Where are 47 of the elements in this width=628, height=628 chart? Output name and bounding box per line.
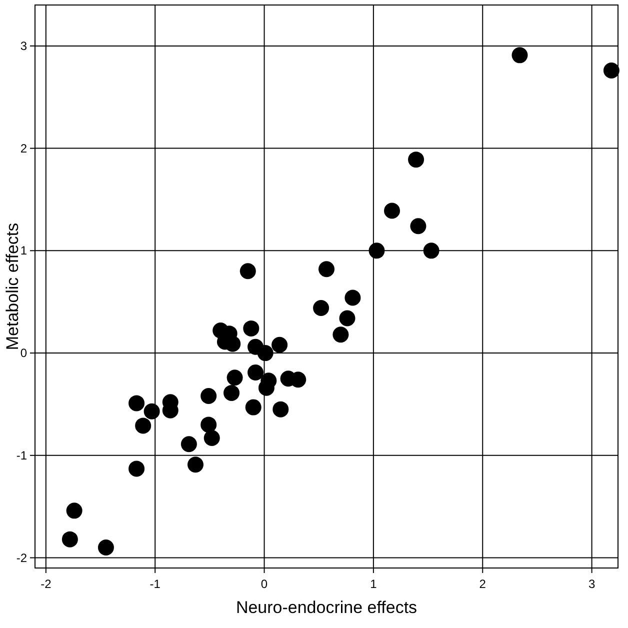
point: [248, 364, 264, 380]
point: [257, 345, 274, 362]
x-tick-label: 2: [479, 577, 486, 591]
point: [339, 310, 356, 326]
point: [240, 263, 256, 280]
point: [313, 300, 330, 316]
point: [368, 242, 385, 259]
point: [384, 202, 400, 219]
y-tick-label: 3: [20, 38, 28, 53]
point: [272, 336, 288, 353]
point: [332, 326, 349, 343]
y-tick-label: -1: [16, 448, 28, 462]
point: [98, 540, 114, 556]
point: [200, 388, 217, 404]
point: [408, 152, 424, 168]
y-tick-label: 2: [20, 141, 28, 156]
point: [243, 320, 260, 336]
y-tick-label: 0: [20, 346, 28, 360]
point: [180, 436, 197, 452]
point: [272, 401, 289, 418]
point: [603, 62, 620, 79]
x-tick-label: -1: [150, 577, 161, 591]
y-tick-label: 1: [20, 244, 28, 258]
x-tick-label: 1: [370, 577, 378, 591]
point: [245, 399, 262, 416]
point: [423, 242, 440, 259]
point: [224, 384, 240, 401]
point: [200, 416, 217, 433]
point: [226, 370, 243, 386]
point: [144, 403, 160, 420]
point: [512, 47, 528, 64]
x-tick-label: 3: [588, 577, 596, 591]
point: [204, 430, 220, 446]
y-tick-label: -2: [16, 550, 28, 565]
point: [128, 460, 145, 477]
point: [318, 261, 334, 278]
point: [187, 456, 204, 473]
y-axis-title: Metabolic effects: [3, 222, 22, 350]
x-tick-label: 0: [260, 577, 268, 591]
point: [344, 290, 361, 306]
x-axis-title: Neuro-endocrine effects: [236, 598, 418, 617]
point: [135, 418, 152, 434]
point: [66, 502, 82, 519]
point: [62, 531, 78, 548]
x-tick-label: -2: [40, 577, 52, 591]
point: [128, 395, 145, 412]
point: [410, 218, 426, 234]
